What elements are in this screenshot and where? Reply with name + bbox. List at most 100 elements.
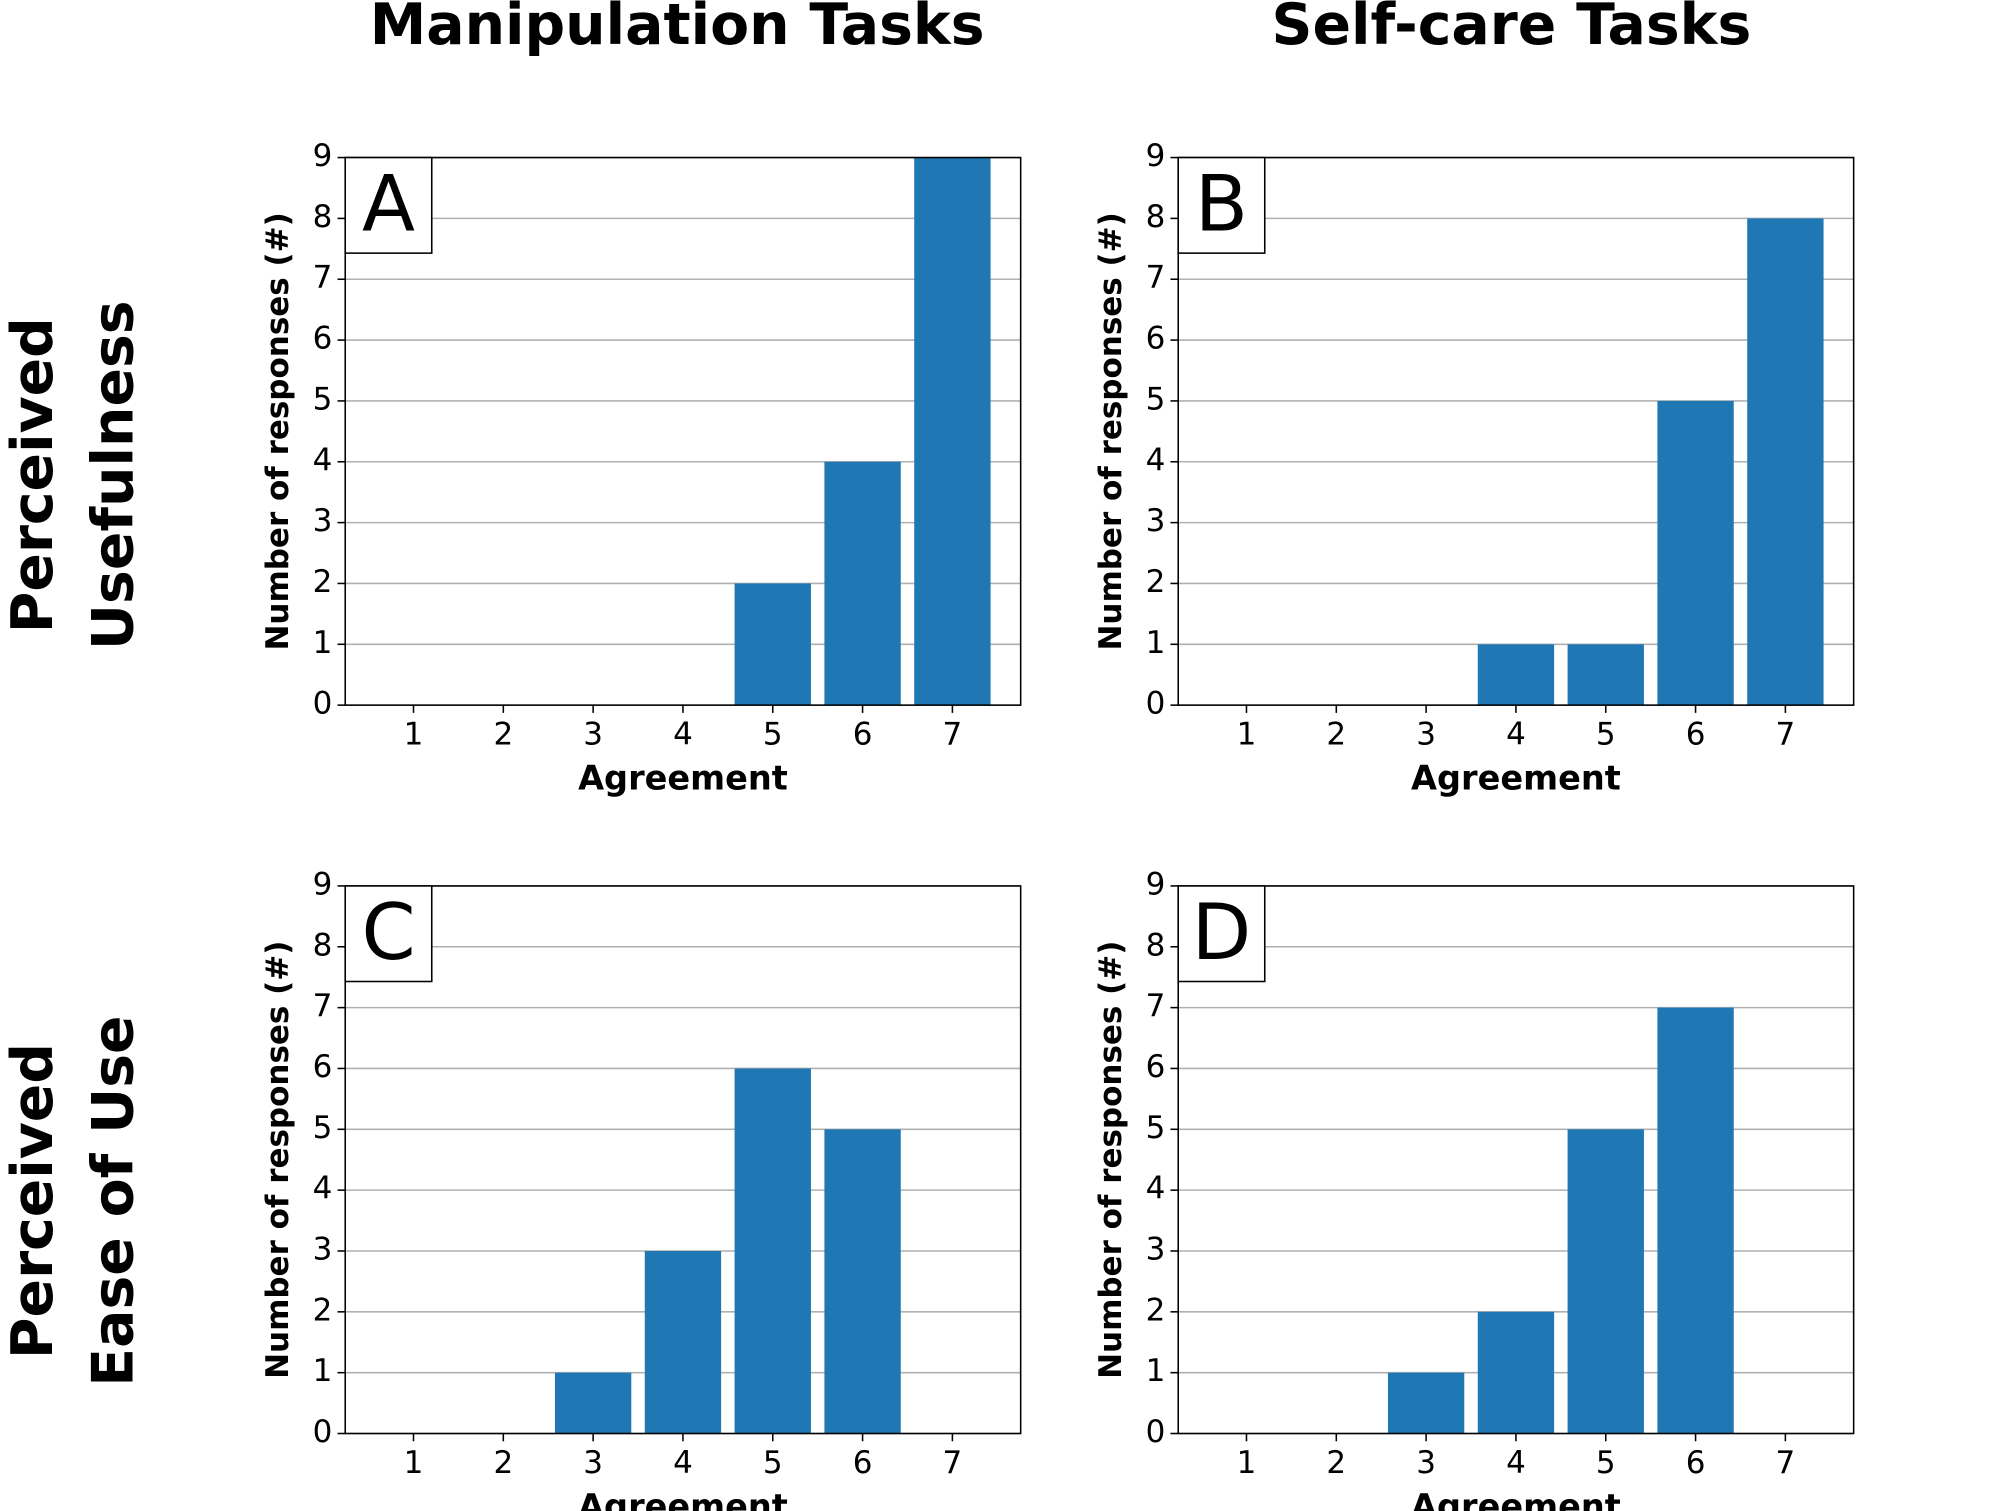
bar <box>1477 644 1555 706</box>
y-tick-label: 6 <box>1146 1049 1166 1085</box>
y-tick-label: 2 <box>313 564 333 600</box>
x-axis-label: Agreement <box>1411 759 1621 798</box>
x-axis-label: Agreement <box>1411 1487 1621 1511</box>
bar <box>824 1129 901 1434</box>
y-tick-label: 6 <box>313 321 333 357</box>
y-tick-label: 3 <box>1146 1231 1166 1267</box>
column-title: Self-care Tasks <box>1272 0 1752 58</box>
x-tick-label: 3 <box>1416 1445 1436 1481</box>
bar <box>554 1372 632 1434</box>
y-tick-label: 0 <box>1146 1414 1166 1450</box>
x-tick-label: 4 <box>673 1445 693 1481</box>
y-tick-label: 9 <box>1146 138 1166 174</box>
bar <box>1477 1311 1555 1434</box>
y-tick-label: 3 <box>313 1231 333 1267</box>
x-axis-label: Agreement <box>578 759 788 798</box>
x-tick-label: 7 <box>1776 1445 1796 1481</box>
y-tick-label: 8 <box>1146 199 1166 235</box>
panel-label: B <box>1195 160 1248 250</box>
x-tick-label: 5 <box>1596 1445 1616 1481</box>
x-tick-label: 1 <box>404 717 424 753</box>
x-tick-label: 5 <box>1596 717 1616 753</box>
y-axis-label: Number of responses (#) <box>260 941 296 1379</box>
panel-label-box <box>1177 156 1266 254</box>
row-label: Perceived <box>0 1043 66 1359</box>
panel-label-box <box>344 885 433 983</box>
panel-label-box <box>1177 885 1266 983</box>
y-tick-label: 5 <box>1146 381 1166 417</box>
bar <box>1387 1372 1465 1434</box>
y-axis-label: Number of responses (#) <box>1093 212 1129 650</box>
y-tick-label: 1 <box>1146 625 1166 661</box>
bar <box>1657 400 1734 706</box>
x-tick-label: 3 <box>583 717 603 753</box>
x-tick-label: 4 <box>673 717 693 753</box>
bar <box>644 1250 722 1434</box>
y-tick-label: 2 <box>1146 564 1166 600</box>
y-tick-label: 4 <box>313 442 333 478</box>
x-tick-label: 6 <box>853 1445 873 1481</box>
y-tick-label: 4 <box>1146 442 1166 478</box>
x-tick-label: 6 <box>1686 717 1706 753</box>
x-tick-label: 4 <box>1506 717 1526 753</box>
x-tick-label: 2 <box>493 717 513 753</box>
x-tick-label: 7 <box>943 717 963 753</box>
bar <box>734 1068 811 1434</box>
x-tick-label: 2 <box>1326 717 1346 753</box>
x-tick-label: 6 <box>853 717 873 753</box>
x-tick-label: 4 <box>1506 1445 1526 1481</box>
row-label: Ease of Use <box>80 1015 146 1386</box>
y-tick-label: 3 <box>1146 503 1166 539</box>
x-tick-label: 2 <box>1326 1445 1346 1481</box>
y-axis-label: Number of responses (#) <box>260 212 296 650</box>
x-tick-label: 3 <box>583 1445 603 1481</box>
y-tick-label: 7 <box>1146 260 1166 296</box>
y-tick-label: 2 <box>1146 1292 1166 1328</box>
y-tick-label: 8 <box>313 927 333 963</box>
y-tick-label: 4 <box>313 1171 333 1207</box>
y-tick-label: 9 <box>1146 866 1166 902</box>
axes-frame <box>1177 885 1855 1435</box>
x-tick-label: 1 <box>1237 1445 1257 1481</box>
bar <box>1567 1129 1644 1434</box>
y-tick-label: 5 <box>313 1110 333 1146</box>
y-tick-label: 6 <box>1146 321 1166 357</box>
panel-label-box <box>344 156 433 254</box>
y-tick-label: 7 <box>1146 988 1166 1024</box>
x-tick-label: 5 <box>763 1445 783 1481</box>
panel-label: C <box>361 888 415 978</box>
x-tick-label: 1 <box>404 1445 424 1481</box>
bar <box>1747 218 1824 706</box>
y-tick-label: 5 <box>1146 1110 1166 1146</box>
y-tick-label: 2 <box>313 1292 333 1328</box>
bar <box>734 583 811 706</box>
axes-frame <box>344 885 1022 1435</box>
x-tick-label: 5 <box>763 717 783 753</box>
bar <box>1567 644 1644 706</box>
x-tick-label: 7 <box>1776 717 1796 753</box>
y-tick-label: 4 <box>1146 1171 1166 1207</box>
x-tick-label: 6 <box>1686 1445 1706 1481</box>
y-tick-label: 0 <box>313 686 333 722</box>
x-axis-label: Agreement <box>578 1487 788 1511</box>
y-tick-label: 0 <box>1146 686 1166 722</box>
y-tick-label: 1 <box>313 1353 333 1389</box>
row-label: Usefulness <box>80 300 146 650</box>
bar <box>824 461 901 706</box>
y-tick-label: 0 <box>313 1414 333 1450</box>
axes-frame <box>344 156 1022 706</box>
row-label: Perceived <box>0 317 66 633</box>
panel-label: D <box>1192 888 1252 978</box>
y-tick-label: 9 <box>313 866 333 902</box>
y-tick-label: 5 <box>313 381 333 417</box>
y-tick-label: 1 <box>313 625 333 661</box>
bar <box>1657 1007 1734 1434</box>
y-tick-label: 8 <box>1146 927 1166 963</box>
x-tick-label: 3 <box>1416 717 1436 753</box>
y-tick-label: 8 <box>313 199 333 235</box>
y-tick-label: 1 <box>1146 1353 1166 1389</box>
axes-frame <box>1177 156 1855 706</box>
x-tick-label: 2 <box>493 1445 513 1481</box>
y-tick-label: 7 <box>313 260 333 296</box>
